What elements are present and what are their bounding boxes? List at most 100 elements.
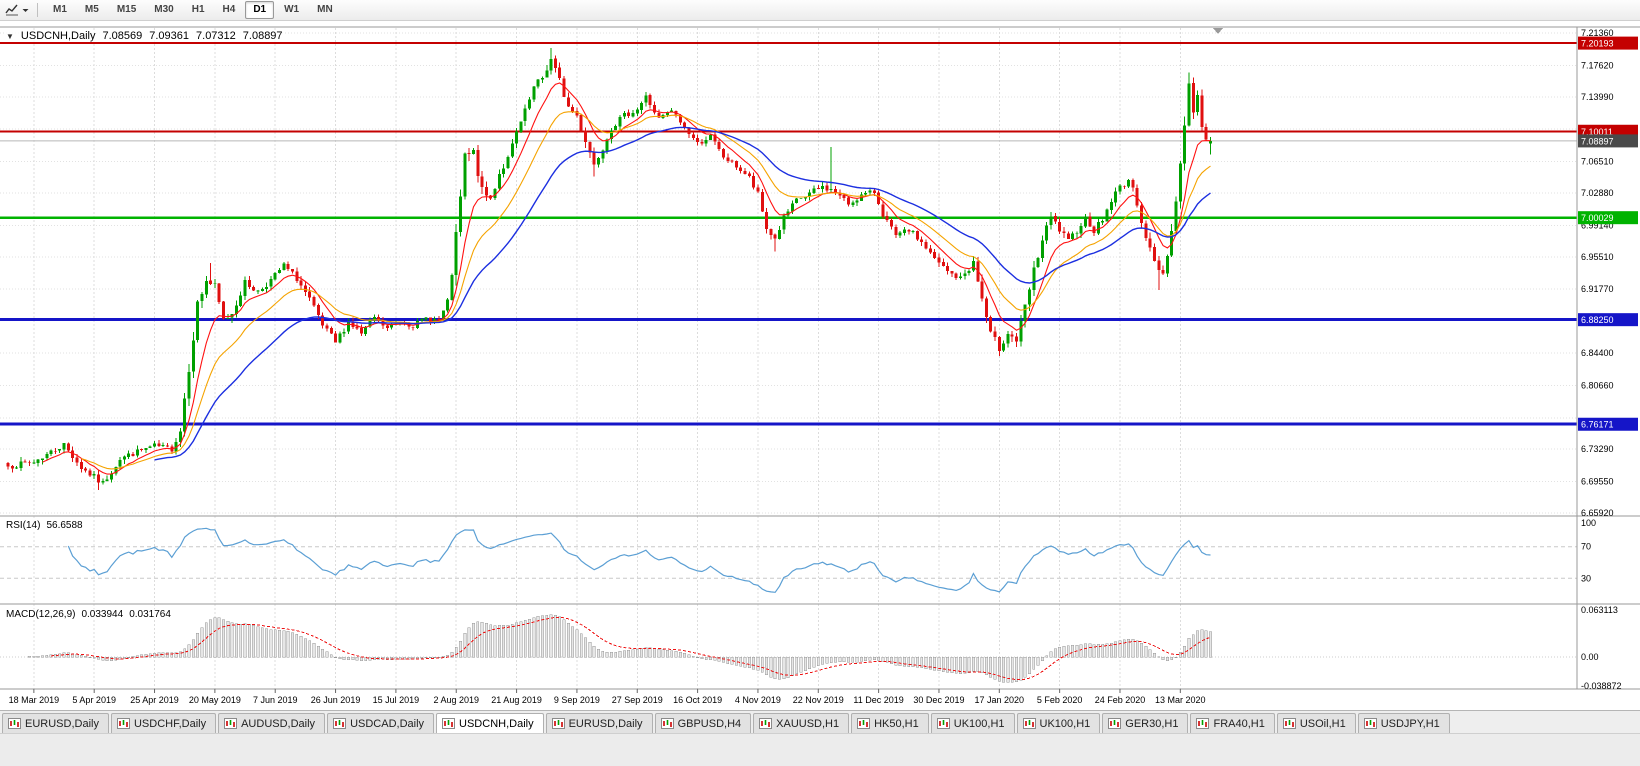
ma-fast-line [42, 82, 1211, 475]
macd-indicator-label: MACD(12,26,9) 0.033944 0.031764 [6, 609, 171, 620]
chart-tab-label: USDCNH,Daily [459, 717, 534, 730]
ohlc-close: 7.08897 [242, 30, 283, 42]
price-badge [1578, 134, 1638, 148]
date-tick-label: 21 Aug 2019 [491, 695, 542, 705]
timeframe-button-d1[interactable]: D1 [245, 1, 275, 19]
timeframe-button-m15[interactable]: M15 [116, 4, 137, 15]
rsi-value: 56.6588 [46, 520, 83, 531]
price-badge [1578, 211, 1638, 225]
price-chart-canvas[interactable]: 7.21360 7.17620 7.13990 7.06510 7.02880 6.991… [0, 21, 1640, 710]
timeframe-button-h1[interactable]: H1 [191, 4, 205, 15]
tab-chart-icon [1282, 718, 1296, 729]
rsi-indicator-label: RSI(14) 56.6588 [6, 520, 83, 531]
timeframe-button-m5[interactable]: M5 [84, 4, 99, 15]
timeframe-button-h4[interactable]: H4 [222, 4, 236, 15]
price-tick-label: 7.13990 [1581, 92, 1614, 102]
rsi-panel [0, 527, 1577, 593]
price-badge-label: 7.00029 [1581, 213, 1614, 223]
chart-tool-dropdown-caret-icon[interactable] [21, 2, 30, 18]
date-tick-label: 25 Apr 2019 [130, 695, 179, 705]
horizontal-level-lines[interactable] [0, 42, 1577, 426]
timeframe-button-m1[interactable]: M1 [53, 4, 67, 15]
date-tick-label: 9 Sep 2019 [554, 695, 600, 705]
chart-tab-audusd-daily[interactable]: AUDUSD,Daily [218, 713, 326, 733]
date-tick-label: 22 Nov 2019 [793, 695, 844, 705]
chart-tab-label: FRA40,H1 [1213, 717, 1265, 730]
chart-tab-usdchf-daily[interactable]: USDCHF,Daily [110, 713, 217, 733]
chart-tab-gbpusd-h4[interactable]: GBPUSD,H4 [654, 713, 752, 733]
chart-tab-hk50-h1[interactable]: HK50,H1 [851, 713, 929, 733]
timeframe-button-m30[interactable]: M30 [154, 4, 174, 15]
tab-chart-icon [1196, 718, 1210, 729]
chart-tab-label: USDCAD,Daily [350, 717, 425, 730]
chart-tab-label: USDJPY,H1 [1380, 717, 1440, 730]
chart-tab-label: USOil,H1 [1299, 717, 1346, 730]
chart-tab-uk100-h1[interactable]: UK100,H1 [1016, 713, 1101, 733]
time-axis[interactable]: 18 Mar 2019 5 Apr 2019 25 Apr 2019 20 May 2… [9, 689, 1206, 705]
chart-shift-marker-icon[interactable] [1213, 28, 1223, 34]
grid-lines [0, 28, 1577, 689]
date-tick-label: 13 Mar 2020 [1155, 695, 1206, 705]
chart-tab-label: EURUSD,Daily [568, 717, 643, 730]
chart-tab-uk100-h1[interactable]: UK100,H1 [930, 713, 1015, 733]
chart-tab-usdcnh-daily[interactable]: USDCNH,Daily [436, 713, 544, 733]
rsi-axis-label: 100 [1581, 518, 1596, 528]
chart-tab-usoil-h1[interactable]: USOil,H1 [1276, 713, 1356, 733]
price-badge [1578, 417, 1638, 431]
chart-tab-eurusd-daily[interactable]: EURUSD,Daily [545, 713, 653, 733]
timeframe-button-w1[interactable]: W1 [284, 4, 300, 15]
price-badge-label: 7.10011 [1581, 127, 1613, 137]
price-tick-label: 6.95510 [1581, 252, 1614, 262]
chart-tab-ger30-h1[interactable]: GER30,H1 [1102, 713, 1189, 733]
date-tick-label: 24 Feb 2020 [1095, 695, 1146, 705]
macd-main-value: 0.033944 [81, 609, 124, 620]
date-tick-label: 5 Apr 2019 [72, 695, 116, 705]
chart-tab-label: GER30,H1 [1125, 717, 1179, 730]
chart-tab-usdcad-daily[interactable]: USDCAD,Daily [327, 713, 435, 733]
price-badge-label: 6.76171 [1581, 420, 1614, 430]
tab-chart-icon [224, 718, 238, 729]
price-badge [1578, 36, 1638, 50]
tab-chart-icon [1108, 718, 1122, 729]
timeframe-buttons: M1 M5 M15 M30 H1 H4 D1 W1 MN [44, 1, 342, 19]
candlestick-series [6, 48, 1212, 490]
chart-tab-label: XAUUSD,H1 [776, 717, 840, 730]
timeframe-button-mn[interactable]: MN [317, 4, 333, 15]
chart-tab-xauusd-h1[interactable]: XAUUSD,H1 [753, 713, 850, 733]
macd-name: MACD(12,26,9) [6, 609, 76, 620]
chart-tool-group [4, 2, 44, 18]
chart-tab-label: EURUSD,Daily [25, 717, 99, 730]
price-tick-label: 6.80660 [1581, 380, 1614, 390]
tab-chart-icon [857, 718, 871, 729]
price-tick-label: 6.65920 [1581, 508, 1614, 518]
price-axis[interactable]: 7.21360 7.17620 7.13990 7.06510 7.02880 6.991… [1578, 28, 1638, 691]
date-tick-label: 30 Dec 2019 [913, 695, 964, 705]
tab-chart-icon [660, 718, 674, 729]
panel-frames [0, 26, 1640, 690]
chart-menu-icon[interactable]: ▼ [6, 31, 14, 41]
price-tick-label: 7.02880 [1581, 188, 1614, 198]
ohlc-high: 7.09361 [149, 30, 190, 42]
tab-chart-icon [8, 718, 21, 729]
toolbar-separator [37, 3, 38, 17]
date-tick-label: 15 Jul 2019 [373, 695, 420, 705]
date-tick-label: 5 Feb 2020 [1037, 695, 1083, 705]
macd-signal-line [51, 616, 1211, 681]
chart-ohlc-header: ▼ USDCNH,Daily 7.08569 7.09361 7.07312 7… [6, 30, 283, 42]
macd-panel [0, 614, 1577, 683]
chart-symbol: USDCNH,Daily [20, 30, 96, 42]
chart-tab-label: UK100,H1 [1039, 717, 1091, 730]
chart-tab-fra40-h1[interactable]: FRA40,H1 [1190, 713, 1275, 733]
chart-tab-label: HK50,H1 [874, 717, 919, 730]
chart-tab-eurusd-daily[interactable]: EURUSD,Daily [2, 713, 109, 733]
date-tick-label: 27 Sep 2019 [612, 695, 663, 705]
price-badge [1578, 313, 1638, 327]
date-tick-label: 26 Jun 2019 [311, 695, 361, 705]
ohlc-open: 7.08569 [102, 30, 143, 42]
date-tick-label: 11 Dec 2019 [853, 695, 903, 705]
price-tick-label: 6.69550 [1581, 477, 1614, 487]
ohlc-low: 7.07312 [196, 30, 236, 42]
chart-tab-usdjpy-h1[interactable]: USDJPY,H1 [1357, 713, 1450, 733]
chart-tab-bar: EURUSD,Daily USDCHF,Daily AUDUSD,Daily USDC… [0, 710, 1640, 733]
chart-tool-icon[interactable] [4, 2, 20, 18]
